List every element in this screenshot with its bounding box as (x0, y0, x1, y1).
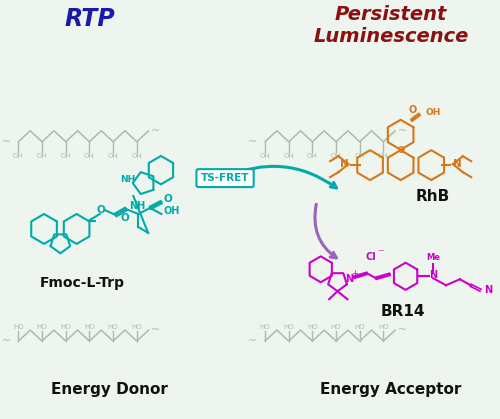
Text: HO: HO (108, 324, 118, 330)
Text: ⁻: ⁻ (378, 247, 384, 260)
Text: ~: ~ (398, 126, 407, 136)
Text: Energy Donor: Energy Donor (51, 382, 168, 397)
Text: N: N (345, 274, 353, 284)
Text: RhB: RhB (416, 189, 450, 204)
Text: ~: ~ (151, 126, 160, 136)
Text: HO: HO (284, 324, 294, 330)
Text: ~: ~ (248, 336, 258, 346)
Text: HO: HO (307, 324, 318, 330)
Text: HO: HO (13, 324, 24, 330)
Text: ~: ~ (2, 137, 11, 147)
Text: HO: HO (84, 324, 94, 330)
Text: OH: OH (307, 153, 318, 159)
Text: N: N (453, 159, 462, 169)
Text: TS-FRET: TS-FRET (201, 173, 250, 183)
Text: OH: OH (37, 153, 48, 159)
Text: Luminescence: Luminescence (313, 27, 468, 46)
Text: OH: OH (426, 108, 440, 117)
Text: OH: OH (164, 206, 180, 216)
Text: OH: OH (354, 153, 365, 159)
Text: OH: OH (378, 153, 388, 159)
Text: N: N (340, 159, 348, 169)
Text: BR14: BR14 (381, 304, 426, 319)
Text: ~: ~ (2, 336, 11, 346)
Text: OH: OH (330, 153, 342, 159)
Text: +: + (351, 269, 358, 278)
Text: HO: HO (37, 324, 48, 330)
Text: Energy Acceptor: Energy Acceptor (320, 382, 462, 397)
Text: RTP: RTP (64, 7, 116, 31)
Text: Fmoc-L-Trp: Fmoc-L-Trp (40, 276, 125, 290)
Text: OH: OH (13, 153, 24, 159)
FancyBboxPatch shape (196, 169, 254, 187)
Text: OH: OH (284, 153, 294, 159)
Text: HO: HO (330, 324, 342, 330)
Text: O: O (164, 194, 172, 204)
Text: ~: ~ (398, 325, 407, 335)
Text: O: O (96, 205, 105, 215)
Text: OH: OH (108, 153, 118, 159)
Text: NH: NH (128, 201, 145, 211)
Text: Persistent: Persistent (334, 5, 447, 24)
Text: N: N (484, 285, 492, 295)
Text: OH: OH (60, 153, 71, 159)
Text: OH: OH (84, 153, 94, 159)
Text: Cl: Cl (366, 252, 376, 262)
Text: OH: OH (132, 153, 142, 159)
Text: NH: NH (120, 175, 136, 184)
Text: O: O (397, 146, 404, 155)
Text: OH: OH (260, 153, 270, 159)
Text: O: O (409, 105, 417, 115)
Text: HO: HO (354, 324, 365, 330)
Text: HO: HO (260, 324, 270, 330)
Text: N: N (429, 270, 438, 280)
Text: Me: Me (426, 253, 440, 262)
Text: HO: HO (60, 324, 71, 330)
Text: O: O (120, 213, 129, 223)
Text: ~: ~ (248, 137, 258, 147)
Text: ~: ~ (151, 325, 160, 335)
Text: HO: HO (132, 324, 142, 330)
Text: HO: HO (378, 324, 388, 330)
